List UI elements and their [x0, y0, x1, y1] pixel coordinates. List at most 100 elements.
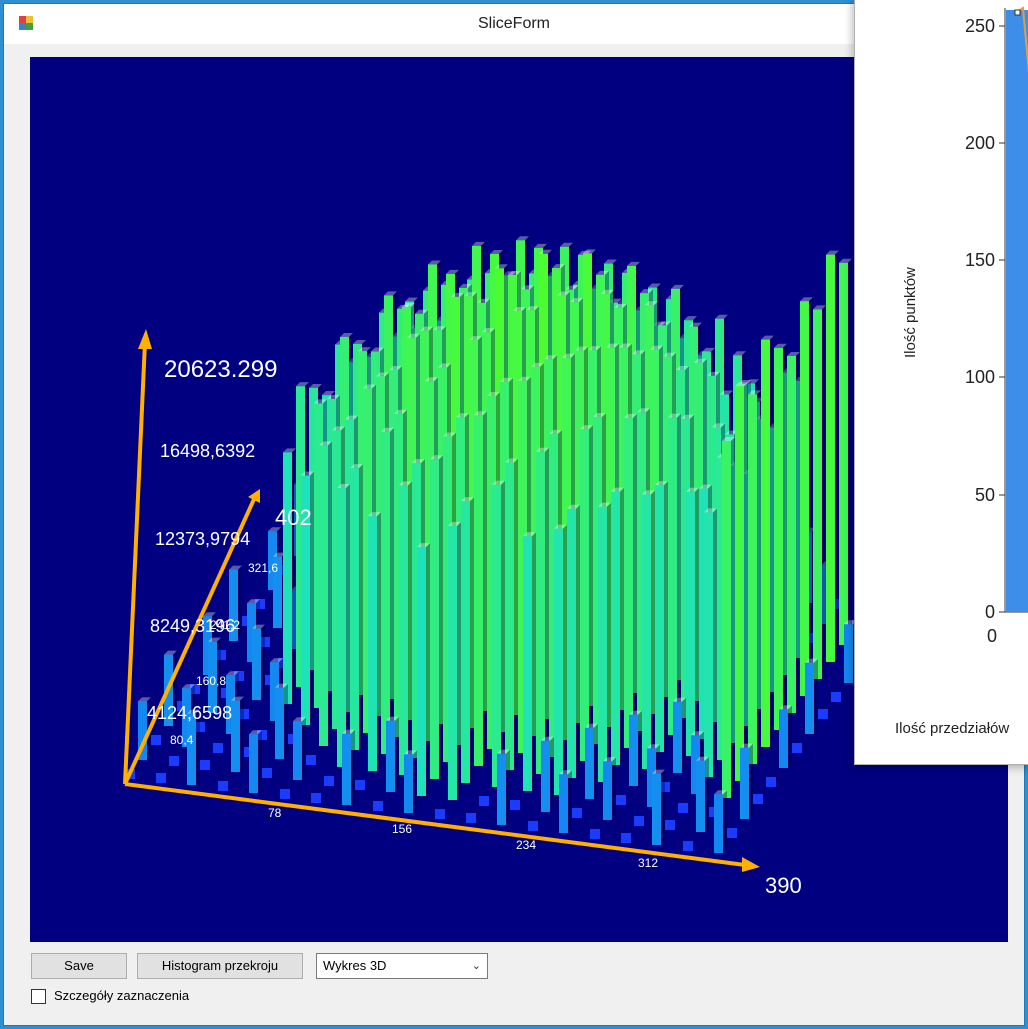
chart-bar [826, 250, 839, 662]
x-axis-max-label: 390 [765, 873, 802, 898]
chart-bar [404, 750, 417, 813]
chart-bar [448, 521, 461, 800]
x-tick-label: 312 [638, 856, 658, 870]
chart-bar [813, 305, 826, 679]
chart-bar [740, 743, 753, 819]
chart-bar [805, 658, 818, 734]
y-tick-label: 321,6 [248, 561, 278, 575]
z-axis-arrowhead [138, 329, 152, 349]
floor-marker [621, 833, 631, 843]
histogram-window[interactable]: Ilość punktów Ilość przedziałów 250 200 … [854, 0, 1028, 765]
floor-marker [466, 813, 476, 823]
floor-marker [355, 780, 365, 790]
chart-bar [275, 683, 288, 759]
app-icon [19, 16, 33, 30]
floor-marker [311, 793, 321, 803]
z-tick-label: 16498,6392 [160, 441, 255, 461]
floor-marker [195, 722, 205, 732]
x-axis [124, 782, 746, 867]
chart-bar [474, 411, 487, 766]
chart-bar [686, 487, 699, 756]
z-axis [123, 341, 147, 785]
histogram-x-tick-label: 0 [987, 626, 997, 646]
histogram-y-tick-label: 250 [965, 16, 995, 36]
floor-marker [660, 782, 670, 792]
chart-bar [598, 502, 611, 782]
chart-bar [696, 756, 709, 832]
floor-marker [151, 735, 161, 745]
y-axis [123, 496, 257, 785]
chart-bar [735, 382, 748, 781]
details-checkbox-label: Szczegóły zaznaczenia [54, 988, 190, 1003]
histogram-button[interactable]: Histogram przekroju [137, 953, 303, 979]
chart-bar [523, 532, 536, 791]
histogram-chart: Ilość punktów Ilość przedziałów 250 200 … [895, 6, 1028, 737]
chart-3d-canvas[interactable]: 20623.299 16498,6392 12373,9794 8249,319… [30, 57, 1008, 942]
z-tick-label: 4124,6598 [147, 703, 232, 723]
view-type-select[interactable]: Wykres 3D ⌄ [316, 953, 488, 979]
y-tick-label: 80,4 [170, 733, 194, 747]
view-type-value: Wykres 3D [323, 958, 387, 973]
floor-marker [216, 650, 226, 660]
chart-bar [541, 736, 554, 812]
floor-marker [792, 743, 802, 753]
chart-bar [399, 481, 412, 775]
chart-bar [559, 770, 572, 833]
y-axis-arrowhead [248, 489, 260, 503]
chart-bar [187, 709, 200, 785]
floor-marker [634, 816, 644, 826]
chart-bar [461, 497, 474, 783]
chart-bar [554, 524, 567, 795]
floor-marker [324, 776, 334, 786]
chart-bar [505, 458, 518, 770]
floor-marker [306, 755, 316, 765]
chart-bar [350, 464, 363, 750]
save-button[interactable]: Save [31, 953, 127, 979]
chart-bar [319, 441, 332, 746]
floor-marker [257, 730, 267, 740]
floor-marker [590, 829, 600, 839]
z-tick-label: 8249,3196 [150, 616, 235, 636]
chart-bar [283, 448, 296, 704]
chart-bar [611, 487, 624, 765]
chart-bar [417, 543, 430, 796]
chart-bar [787, 352, 800, 713]
chart-bar [748, 390, 761, 764]
z-axis-max-label: 20623.299 [164, 356, 277, 383]
chart-bar [704, 508, 717, 777]
x-tick-label: 78 [268, 806, 282, 820]
chart-bar [774, 343, 787, 730]
chart-bar [580, 425, 593, 761]
floor-marker [373, 801, 383, 811]
floor-marker [218, 781, 228, 791]
chart-bar [655, 481, 668, 752]
details-checkbox[interactable] [31, 989, 46, 1004]
y-tick-label: 160,8 [196, 674, 226, 688]
chart-bar [714, 790, 727, 853]
y-axis-max-label: 402 [275, 505, 312, 530]
chart-bar [430, 455, 443, 779]
floor-marker [213, 743, 223, 753]
floor-marker [616, 795, 626, 805]
floor-marker [262, 768, 272, 778]
chart-bar [342, 729, 355, 805]
chart-bar [567, 504, 580, 778]
floor-marker [510, 800, 520, 810]
histogram-x-axis-label: Ilość przedziałów [895, 720, 1009, 737]
chart-bar [229, 565, 242, 641]
window-title: SliceForm [477, 15, 550, 32]
chart-bar [337, 483, 350, 767]
z-tick-label: 12373,9794 [155, 529, 250, 549]
histogram-y-axis-label: Ilość punktów [902, 267, 919, 358]
histogram-y-tick-label: 150 [965, 250, 995, 270]
chart-bar [673, 697, 686, 773]
chart-bar [497, 749, 510, 825]
chart-bar [231, 696, 244, 772]
x-tick-label: 156 [392, 822, 412, 836]
floor-marker [818, 709, 828, 719]
floor-marker [528, 821, 538, 831]
floor-marker [479, 796, 489, 806]
chevron-down-icon: ⌄ [471, 960, 481, 972]
chart-bar [761, 335, 774, 747]
floor-marker [435, 809, 445, 819]
